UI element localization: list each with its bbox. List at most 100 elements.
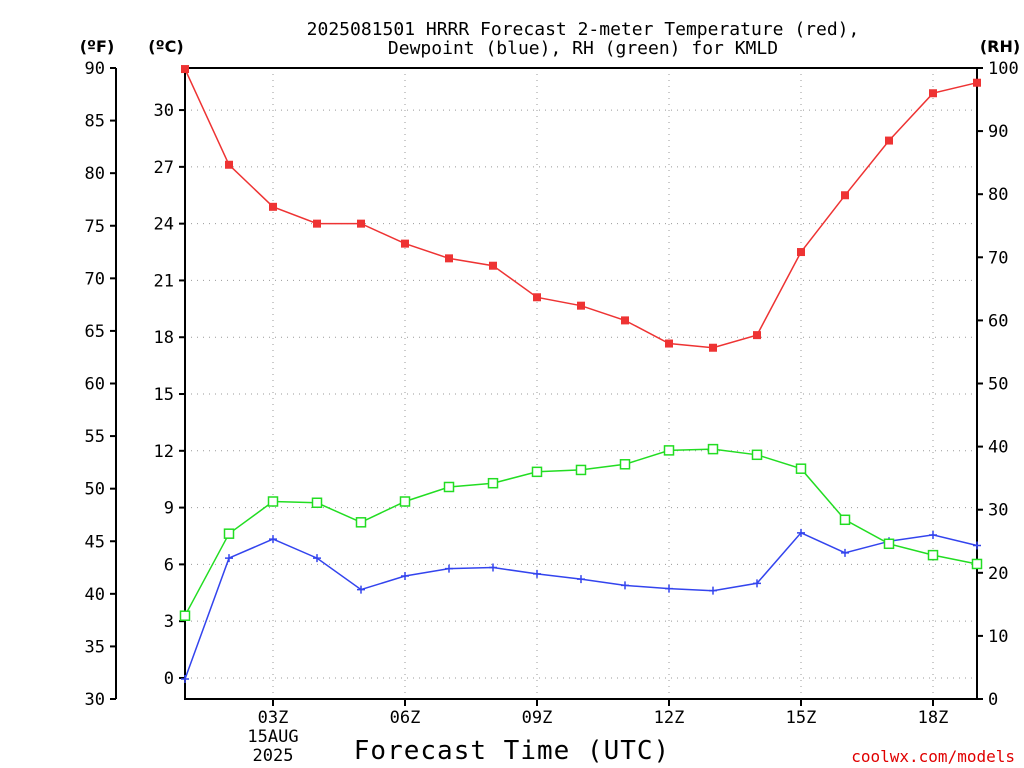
fahrenheit-tick-label: 50 [85, 480, 105, 500]
temperature-point [973, 78, 981, 87]
temperature-point [665, 339, 673, 348]
rh-tick-label: 60 [988, 311, 1008, 331]
x-tick-date-label: 2025 [253, 746, 294, 766]
plot-frame [184, 67, 978, 700]
rh-tick-label: 20 [988, 564, 1008, 584]
rh-point [355, 517, 367, 528]
series [179, 65, 983, 684]
dewpoint-point [665, 584, 673, 593]
temperature-point [709, 343, 717, 352]
celsius-tick-label: 3 [164, 612, 174, 632]
dewpoint-point [577, 575, 585, 584]
temperature-point [489, 261, 497, 270]
dewpoint-point [841, 548, 849, 557]
rh-tick-label: 90 [988, 122, 1008, 142]
dewpoint-point [973, 541, 981, 550]
fahrenheit-tick-label: 55 [85, 427, 105, 447]
dewpoint-point [445, 564, 453, 573]
chart-title-line-1: 2025081501 HRRR Forecast 2-meter Tempera… [307, 19, 860, 40]
rh-point [839, 514, 851, 526]
rh-point [575, 464, 587, 476]
dewpoint-point [357, 585, 365, 594]
celsius-tick-label: 18 [154, 328, 174, 348]
fahrenheit-tick-label: 70 [85, 269, 105, 289]
rh-point [179, 610, 191, 621]
x-tick-date-label: 15AUG [247, 727, 298, 747]
temperature-point [269, 202, 277, 211]
dewpoint-point [929, 530, 937, 539]
rh-tick-label: 70 [988, 248, 1008, 268]
fahrenheit-tick-label: 65 [85, 322, 105, 342]
fahrenheit-tick-label: 60 [85, 375, 105, 395]
x-tick-label: 18Z [918, 708, 949, 728]
fahrenheit-tick-label: 35 [85, 637, 105, 657]
rh-tick-label: 0 [988, 690, 998, 710]
rh-point [399, 496, 411, 507]
fahrenheit-tick-label: 75 [85, 217, 105, 237]
celsius-tick-label: 12 [154, 442, 174, 462]
temperature-point [225, 160, 233, 169]
rh-point [487, 477, 499, 489]
fahrenheit-tick-label: 30 [85, 690, 105, 710]
celsius-tick-label: 21 [154, 271, 174, 291]
chart-title-line-2: Dewpoint (blue), RH (green) for KMLD [388, 38, 778, 59]
dewpoint-series [181, 528, 981, 684]
temperature-point [621, 316, 629, 325]
rh-point [531, 466, 543, 478]
x-tick-label: 03Z [258, 708, 289, 728]
temperature-point [885, 136, 893, 145]
temperature-point [357, 219, 365, 228]
rh-point [663, 445, 675, 456]
x-axis-title: Forecast Time (UTC) [354, 736, 670, 766]
fahrenheit-tick-label: 45 [85, 532, 105, 552]
celsius-tick-label: 15 [154, 385, 174, 405]
unit-label-fahrenheit: (ºF) [80, 37, 115, 56]
temperature-point [533, 293, 541, 302]
x-tick-label: 12Z [654, 708, 685, 728]
celsius-tick-label: 0 [164, 669, 174, 689]
temperature-point [577, 301, 585, 310]
credit-link[interactable]: coolwx.com/models [851, 747, 1015, 766]
rh-point [751, 449, 763, 461]
dewpoint-point [797, 528, 805, 537]
axes: 30 35 40 45 50 55 60 65 70 75 80 85 90 0 3 6 9 12 15 18 21 24… [85, 59, 1019, 766]
x-tick-label: 06Z [390, 708, 421, 728]
celsius-tick-label: 9 [164, 499, 174, 519]
rh-tick-label: 50 [988, 375, 1008, 395]
rh-tick-label: 100 [988, 59, 1019, 79]
rh-point [223, 528, 235, 539]
celsius-tick-label: 24 [154, 215, 174, 235]
temperature-point [445, 254, 453, 263]
unit-label-celsius: (ºC) [148, 37, 183, 56]
rh-point [311, 497, 323, 509]
dewpoint-point [489, 563, 497, 572]
dewpoint-point [225, 554, 233, 563]
temperature-point [313, 219, 321, 228]
temperature-point [929, 89, 937, 98]
dewpoint-point [753, 579, 761, 588]
dewpoint-point [533, 569, 541, 578]
rh-series [179, 443, 983, 621]
celsius-tick-label: 30 [154, 101, 174, 121]
temperature-point [181, 65, 189, 74]
fahrenheit-tick-label: 40 [85, 585, 105, 605]
dewpoint-point [181, 675, 189, 684]
dewpoint-point [621, 581, 629, 590]
temperature-point [797, 248, 805, 257]
rh-tick-label: 30 [988, 501, 1008, 521]
rh-point [443, 481, 455, 493]
dewpoint-line [184, 531, 978, 680]
dewpoint-point [709, 586, 717, 595]
x-tick-label: 09Z [522, 708, 553, 728]
rh-point [971, 558, 983, 570]
dewpoint-point [269, 535, 277, 544]
fahrenheit-tick-label: 80 [85, 164, 105, 184]
celsius-tick-label: 27 [154, 158, 174, 178]
unit-label-rh: (RH) [980, 37, 1020, 56]
celsius-tick-label: 6 [164, 555, 174, 575]
rh-point [619, 459, 631, 470]
rh-point [795, 463, 807, 474]
rh-point [267, 496, 279, 507]
rh-point [707, 443, 719, 455]
dewpoint-point [313, 554, 321, 563]
